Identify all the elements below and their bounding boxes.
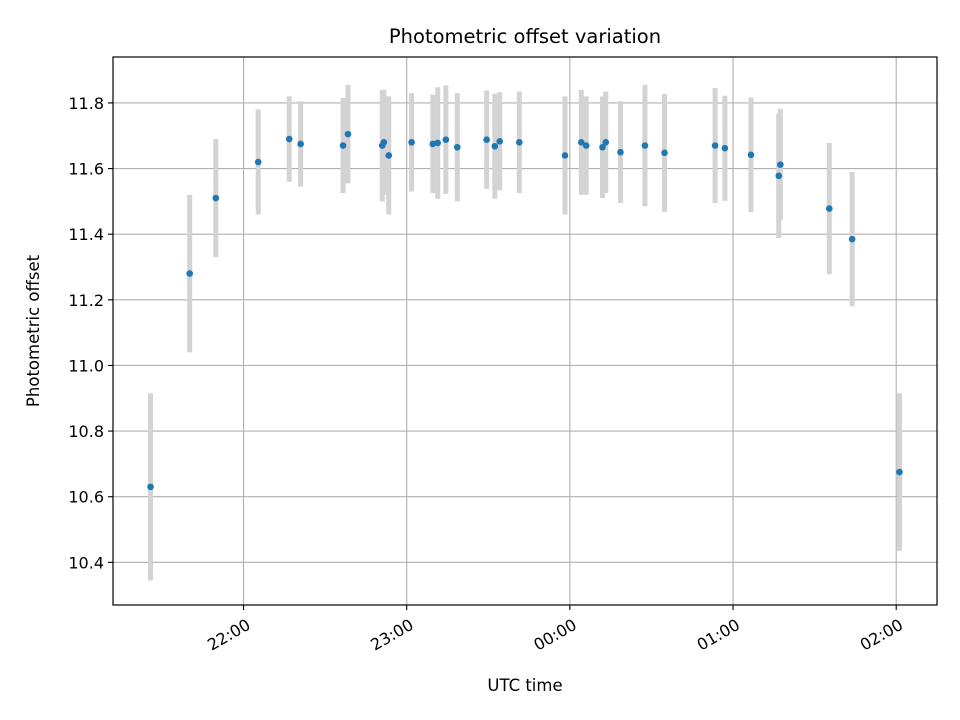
data-point [434, 139, 442, 147]
y-tick-label: 10.4 [68, 553, 104, 572]
data-point [582, 142, 590, 149]
data-point [775, 172, 783, 180]
data-point [339, 142, 347, 149]
data-point [515, 139, 523, 146]
grid-lines [113, 57, 937, 605]
data-points [147, 130, 903, 491]
data-point [408, 139, 415, 146]
data-point [848, 235, 856, 243]
data-point [254, 158, 262, 166]
data-point [747, 151, 755, 159]
data-point [599, 143, 606, 151]
data-point [777, 161, 784, 168]
data-point [711, 142, 719, 149]
data-point [826, 205, 833, 212]
data-point [385, 152, 393, 159]
data-point [453, 143, 461, 151]
data-point [380, 139, 388, 146]
data-point [641, 142, 649, 149]
y-axis-label: Photometric offset [24, 254, 43, 407]
data-point [147, 483, 154, 491]
data-point [442, 136, 450, 143]
y-tick-label: 11.4 [68, 225, 104, 244]
plot-frame [112, 56, 938, 606]
data-point [186, 270, 193, 277]
data-point [212, 194, 220, 202]
y-tick-label: 11.6 [68, 160, 104, 179]
data-point [896, 468, 903, 476]
data-point [496, 138, 504, 145]
data-point [617, 148, 624, 156]
data-point [344, 130, 352, 138]
data-point [661, 149, 668, 157]
data-point [721, 144, 729, 152]
data-point [285, 135, 293, 143]
y-tick-label: 11.8 [68, 94, 104, 113]
data-point [429, 140, 437, 148]
data-point [483, 136, 490, 143]
y-tick-label: 11.2 [68, 291, 104, 310]
data-point [297, 140, 304, 148]
data-point [577, 139, 585, 146]
data-point [602, 139, 610, 146]
y-tick-label: 10.6 [68, 488, 104, 507]
chart-title: Photometric offset variation [389, 25, 661, 48]
data-point [561, 152, 569, 159]
y-tick-label: 11.0 [68, 356, 104, 375]
y-tick-label: 10.8 [68, 422, 104, 441]
data-point [491, 142, 499, 150]
x-axis-label: UTC time [487, 676, 562, 695]
